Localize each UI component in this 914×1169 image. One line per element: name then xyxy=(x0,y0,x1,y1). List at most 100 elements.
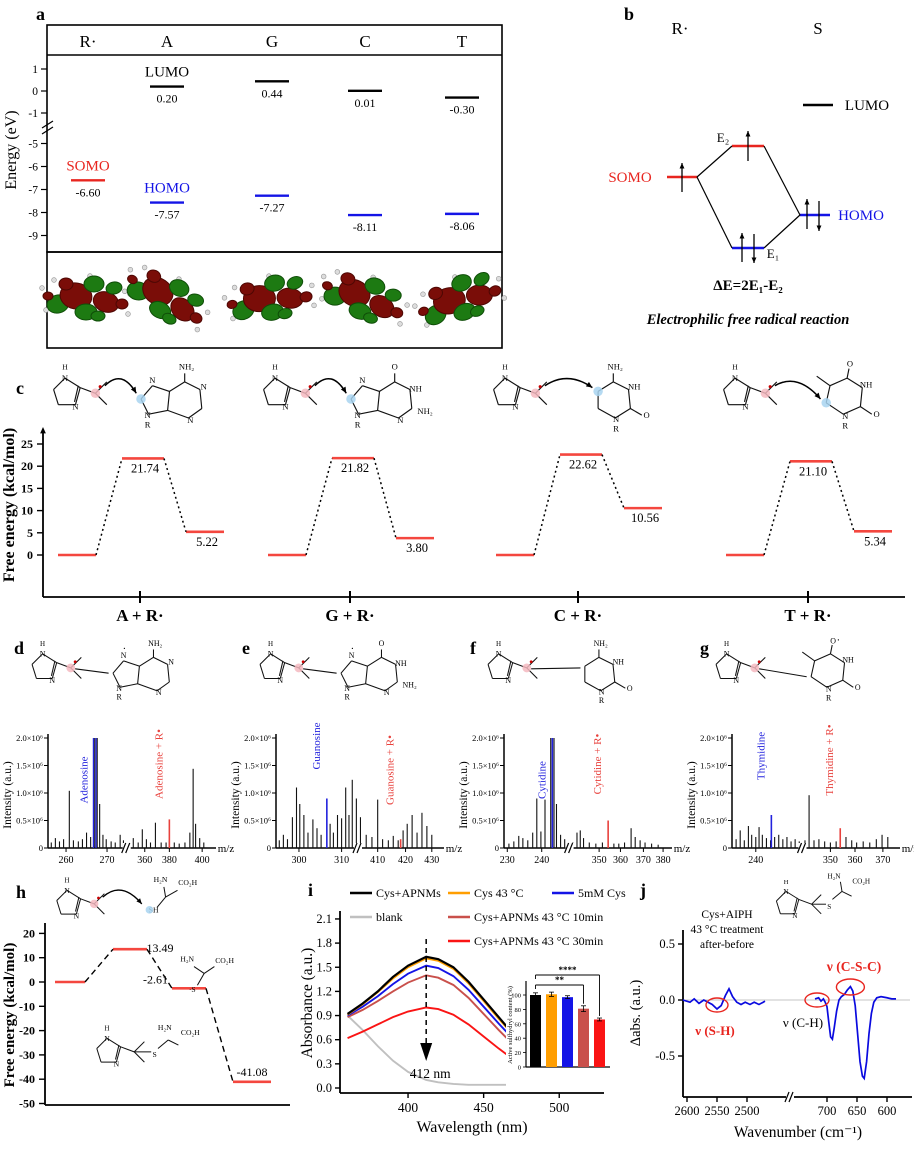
svg-text:10.56: 10.56 xyxy=(631,511,659,525)
svg-text:650: 650 xyxy=(848,1104,867,1118)
svg-text:700: 700 xyxy=(818,1104,837,1118)
svg-text:R: R xyxy=(345,693,351,702)
x-axis-label: m/z xyxy=(218,843,235,855)
panel-i-label: i xyxy=(308,880,314,900)
svg-text:370: 370 xyxy=(875,855,890,866)
svg-text:N: N xyxy=(733,676,739,685)
y-axis-label: Absorbance (a.u.) xyxy=(299,948,316,1059)
svg-text:H: H xyxy=(40,640,45,648)
bar-0 xyxy=(530,995,541,1067)
svg-text:-7.57: -7.57 xyxy=(155,208,180,222)
svg-text:1.0×10⁶: 1.0×10⁶ xyxy=(700,788,727,798)
svg-text:N: N xyxy=(168,657,174,666)
svg-text:N: N xyxy=(842,411,848,421)
svg-text:NH₂: NH₂ xyxy=(608,362,623,372)
svg-text:380: 380 xyxy=(656,855,671,866)
svg-text:1.5×10⁶: 1.5×10⁶ xyxy=(16,761,43,771)
panel-f-mass-spectrum: HNNNH₂NHONR00.5×10⁶1.0×10⁶1.5×10⁶2.0×10⁶… xyxy=(458,639,690,866)
svg-text:310: 310 xyxy=(334,855,349,866)
y-axis-label: Intensity (a.u.) xyxy=(686,761,698,829)
svg-text:N: N xyxy=(277,676,283,685)
y-axis-label: Intensity (a.u.) xyxy=(230,761,242,829)
svg-text:430: 430 xyxy=(424,855,439,866)
svg-text:360: 360 xyxy=(613,855,628,866)
svg-text:1.0×10⁶: 1.0×10⁶ xyxy=(244,788,271,798)
svg-text:40: 40 xyxy=(515,1036,522,1043)
svg-text:21.74: 21.74 xyxy=(131,461,160,475)
svg-text:NH₂: NH₂ xyxy=(594,639,608,648)
panel-a-energy-diagram: R· A G C T Energy (eV) 1 0 -1 -5 -6 -7 -8 -9 SOMO -6.60… xyxy=(3,24,508,349)
panel-f-label: f xyxy=(470,638,476,658)
orbital-isosurface-2 xyxy=(221,273,317,322)
info-line-0: Cys+AIPH xyxy=(701,909,752,921)
svg-text:-6.60: -6.60 xyxy=(76,185,101,199)
svg-text:H₂N: H₂N xyxy=(154,875,168,884)
y-axis-label: Intensity (a.u.) xyxy=(2,761,14,829)
panel-j-label: j xyxy=(640,880,646,900)
y-axis-label: Free energy (kcal/mol) xyxy=(1,428,18,582)
svg-text:0.20: 0.20 xyxy=(157,92,178,106)
svg-text:0: 0 xyxy=(518,1065,521,1072)
svg-text:2.0×10⁶: 2.0×10⁶ xyxy=(700,733,727,743)
somo-label: SOMO xyxy=(66,158,110,174)
somo-label: SOMO xyxy=(608,170,652,186)
column-header-3: C xyxy=(359,32,370,51)
svg-text:1.0×10⁶: 1.0×10⁶ xyxy=(16,788,43,798)
svg-text:H: H xyxy=(105,1026,110,1033)
bar-2 xyxy=(562,997,573,1067)
svg-text:300: 300 xyxy=(291,855,306,866)
structure-scene-1: H₂N CO₂H ·S xyxy=(180,955,234,995)
svg-text:350: 350 xyxy=(823,855,838,866)
panel-c-free-energy-profiles: Free energy (kcal/mol) 0 5 10 15 20 25 21.74 5.2… xyxy=(1,359,905,625)
svg-text:2.1: 2.1 xyxy=(316,912,332,926)
svg-text:NH: NH xyxy=(395,659,407,668)
e1-label: E₁ xyxy=(767,246,779,261)
svg-text:-41.08: -41.08 xyxy=(237,1065,268,1079)
bar-1 xyxy=(546,994,557,1067)
svg-text:0: 0 xyxy=(32,86,38,98)
svg-text:400: 400 xyxy=(398,1100,419,1115)
sig-marker-0: ** xyxy=(555,975,565,985)
svg-text:-1: -1 xyxy=(28,108,38,120)
svg-text:O: O xyxy=(627,684,633,693)
svg-text:S: S xyxy=(827,903,831,911)
lumo-label: LUMO xyxy=(145,65,189,81)
info-line-1: 43 °C treatment xyxy=(691,924,765,936)
svg-text:1.2: 1.2 xyxy=(316,984,332,998)
svg-text:S: S xyxy=(152,1050,156,1059)
svg-text:CO₂H: CO₂H xyxy=(852,877,870,885)
svg-text:60: 60 xyxy=(515,1021,522,1028)
group-label-1: G + R· xyxy=(325,606,374,625)
svg-text:R: R xyxy=(599,696,605,705)
panel-e-label: e xyxy=(242,638,250,658)
svg-text:CO₂H: CO₂H xyxy=(181,1028,200,1037)
svg-text:0.44: 0.44 xyxy=(262,86,283,100)
svg-text:-5: -5 xyxy=(28,139,38,151)
svg-text:H₂N: H₂N xyxy=(180,955,194,964)
svg-text:25: 25 xyxy=(21,437,33,451)
marker-label-0: Thymidine xyxy=(755,732,767,780)
legend-item-3: blank xyxy=(376,910,403,924)
svg-text:410: 410 xyxy=(370,855,385,866)
homo-label: HOMO xyxy=(144,181,190,197)
svg-text:N: N xyxy=(397,415,403,425)
svg-text:400: 400 xyxy=(195,855,210,866)
legend-item-0: Cys+APNMs xyxy=(376,886,441,900)
orbital-isosurface-3 xyxy=(319,269,410,327)
svg-text:2.0×10⁶: 2.0×10⁶ xyxy=(244,733,271,743)
svg-text:20: 20 xyxy=(21,459,33,473)
svg-text:350: 350 xyxy=(592,855,607,866)
svg-text:H₂N: H₂N xyxy=(828,873,842,881)
svg-text:N: N xyxy=(282,401,288,411)
panel-j-ftir-chart: 0.5 0.0 -0.5 2600 2550 2500 700 650 600 Δabs. (a.… xyxy=(628,873,912,1141)
x-axis-label: Wavelength (nm) xyxy=(416,1119,527,1136)
marker-label-1: Adenosine + R• xyxy=(153,729,165,799)
svg-text:N: N xyxy=(149,375,155,385)
svg-text:NH₂: NH₂ xyxy=(179,362,194,372)
